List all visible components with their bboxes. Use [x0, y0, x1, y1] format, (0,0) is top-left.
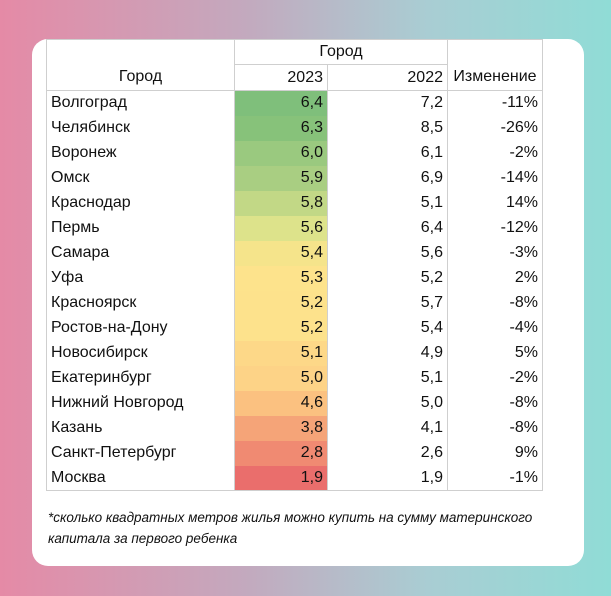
city-cell: Челябинск: [46, 115, 235, 141]
change-cell: 14%: [447, 190, 543, 216]
table-row: Самара 5,4 5,6 -3%: [46, 240, 543, 266]
change-cell: -3%: [447, 240, 543, 266]
table-row: Казань 3,8 4,1 -8%: [46, 415, 543, 441]
value-2022-cell: 2,6: [327, 440, 448, 466]
table-row: Санкт-Петербург 2,8 2,6 9%: [46, 440, 543, 466]
table-row: Екатеринбург 5,0 5,1 -2%: [46, 365, 543, 391]
change-cell: -4%: [447, 315, 543, 341]
table-row: Челябинск 6,3 8,5 -26%: [46, 115, 543, 141]
city-cell: Ростов-на-Дону: [46, 315, 235, 341]
city-cell: Санкт-Петербург: [46, 440, 235, 466]
value-2022-cell: 6,4: [327, 215, 448, 241]
value-2023-cell: 5,8: [234, 190, 328, 216]
value-2022-cell: 1,9: [327, 465, 448, 491]
change-cell: -1%: [447, 465, 543, 491]
change-cell: 5%: [447, 340, 543, 366]
city-cell: Пермь: [46, 215, 235, 241]
data-table: Город Город 2023 2022 Изменение Волгогра…: [46, 39, 543, 491]
header-row-2: Город 2023 2022 Изменение: [46, 64, 543, 91]
value-2022-cell: 8,5: [327, 115, 448, 141]
change-cell: 9%: [447, 440, 543, 466]
change-cell: -2%: [447, 365, 543, 391]
value-2023-cell: 5,9: [234, 165, 328, 191]
value-2023-cell: 6,3: [234, 115, 328, 141]
table-row: Краснодар 5,8 5,1 14%: [46, 190, 543, 216]
value-2023-cell: 1,9: [234, 465, 328, 491]
table-row: Уфа 5,3 5,2 2%: [46, 265, 543, 291]
city-cell: Омск: [46, 165, 235, 191]
city-cell: Екатеринбург: [46, 365, 235, 391]
city-cell: Новосибирск: [46, 340, 235, 366]
value-2022-cell: 5,7: [327, 290, 448, 316]
table-row: Воронеж 6,0 6,1 -2%: [46, 140, 543, 166]
table-row: Новосибирск 5,1 4,9 5%: [46, 340, 543, 366]
value-2022-cell: 4,9: [327, 340, 448, 366]
value-2022-cell: 5,6: [327, 240, 448, 266]
table-row: Волгоград 6,4 7,2 -11%: [46, 90, 543, 116]
change-header: Изменение: [447, 64, 543, 91]
city-cell: Казань: [46, 415, 235, 441]
value-2022-cell: 5,2: [327, 265, 448, 291]
city-cell: Краснодар: [46, 190, 235, 216]
change-cell: -8%: [447, 390, 543, 416]
value-2023-cell: 5,2: [234, 315, 328, 341]
city-header: Город: [46, 64, 235, 91]
city-cell: Нижний Новгород: [46, 390, 235, 416]
value-2023-cell: 6,4: [234, 90, 328, 116]
value-2023-cell: 3,8: [234, 415, 328, 441]
change-cell: -11%: [447, 90, 543, 116]
year-2022-header: 2022: [327, 64, 448, 91]
value-2022-cell: 5,0: [327, 390, 448, 416]
value-2022-cell: 6,1: [327, 140, 448, 166]
header-row-1: Город: [46, 39, 543, 65]
value-2022-cell: 5,4: [327, 315, 448, 341]
value-2023-cell: 5,6: [234, 215, 328, 241]
value-2022-cell: 7,2: [327, 90, 448, 116]
value-2023-cell: 5,3: [234, 265, 328, 291]
value-2023-cell: 5,1: [234, 340, 328, 366]
value-2023-cell: 2,8: [234, 440, 328, 466]
table-row: Нижний Новгород 4,6 5,0 -8%: [46, 390, 543, 416]
change-header-top: [447, 39, 543, 65]
value-2022-cell: 5,1: [327, 365, 448, 391]
change-cell: -8%: [447, 415, 543, 441]
city-cell: Воронеж: [46, 140, 235, 166]
change-cell: -26%: [447, 115, 543, 141]
change-cell: 2%: [447, 265, 543, 291]
city-cell: Москва: [46, 465, 235, 491]
value-2022-cell: 6,9: [327, 165, 448, 191]
change-cell: -2%: [447, 140, 543, 166]
value-2023-cell: 5,0: [234, 365, 328, 391]
value-2023-cell: 4,6: [234, 390, 328, 416]
change-cell: -12%: [447, 215, 543, 241]
value-2023-cell: 6,0: [234, 140, 328, 166]
city-header-top: [46, 39, 235, 65]
value-2022-cell: 4,1: [327, 415, 448, 441]
city-cell: Самара: [46, 240, 235, 266]
change-cell: -8%: [447, 290, 543, 316]
city-cell: Красноярск: [46, 290, 235, 316]
city-cell: Волгоград: [46, 90, 235, 116]
group-header: Город: [234, 39, 448, 65]
table-row: Красноярск 5,2 5,7 -8%: [46, 290, 543, 316]
table-row: Омск 5,9 6,9 -14%: [46, 165, 543, 191]
city-cell: Уфа: [46, 265, 235, 291]
value-2023-cell: 5,4: [234, 240, 328, 266]
year-2023-header: 2023: [234, 64, 328, 91]
table-row: Пермь 5,6 6,4 -12%: [46, 215, 543, 241]
change-cell: -14%: [447, 165, 543, 191]
footnote: *сколько квадратных метров жилья можно к…: [48, 510, 533, 546]
value-2023-cell: 5,2: [234, 290, 328, 316]
value-2022-cell: 5,1: [327, 190, 448, 216]
table-row: Москва 1,9 1,9 -1%: [46, 465, 543, 491]
table-row: Ростов-на-Дону 5,2 5,4 -4%: [46, 315, 543, 341]
